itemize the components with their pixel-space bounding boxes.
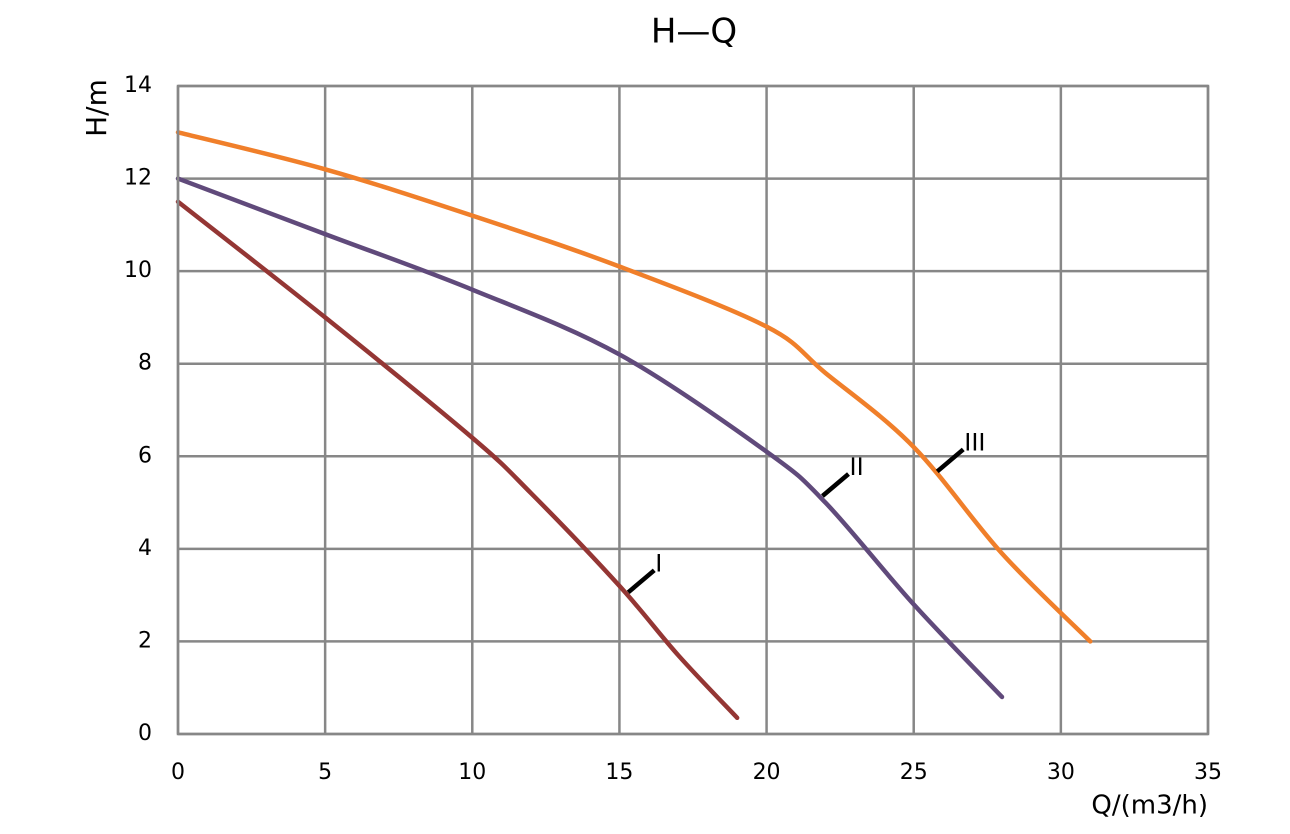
y-tick-label: 0 <box>138 721 152 746</box>
x-tick-label: 5 <box>318 760 332 785</box>
y-tick-label: 14 <box>124 73 152 98</box>
x-tick-label: 20 <box>753 760 781 785</box>
label-leader <box>626 568 656 595</box>
y-tick-label: 10 <box>124 258 152 283</box>
y-tick-label: 4 <box>138 536 152 561</box>
series-label: III <box>964 428 985 456</box>
label-leader <box>935 447 965 474</box>
plot-frame <box>176 84 1210 736</box>
series-line <box>175 199 740 721</box>
y-tick-label: 8 <box>138 351 152 376</box>
series-label: I <box>655 549 662 577</box>
x-tick-label: 10 <box>458 760 486 785</box>
x-tick-label: 0 <box>171 760 185 785</box>
x-tick-label: 35 <box>1194 760 1222 785</box>
series-line <box>175 130 1093 644</box>
y-tick-label: 12 <box>124 166 152 191</box>
y-axis-label: H/m <box>80 79 113 137</box>
series-line <box>175 176 1005 700</box>
label-leader <box>821 472 850 498</box>
x-axis-label: Q/(m3/h) <box>1091 791 1208 821</box>
series-label: II <box>849 453 863 481</box>
y-tick-label: 6 <box>138 443 152 468</box>
chart-title: H—Q <box>651 12 737 52</box>
x-tick-label: 25 <box>900 760 928 785</box>
y-tick-label: 2 <box>138 628 152 653</box>
x-tick-label: 15 <box>605 760 633 785</box>
x-tick-label: 30 <box>1047 760 1075 785</box>
